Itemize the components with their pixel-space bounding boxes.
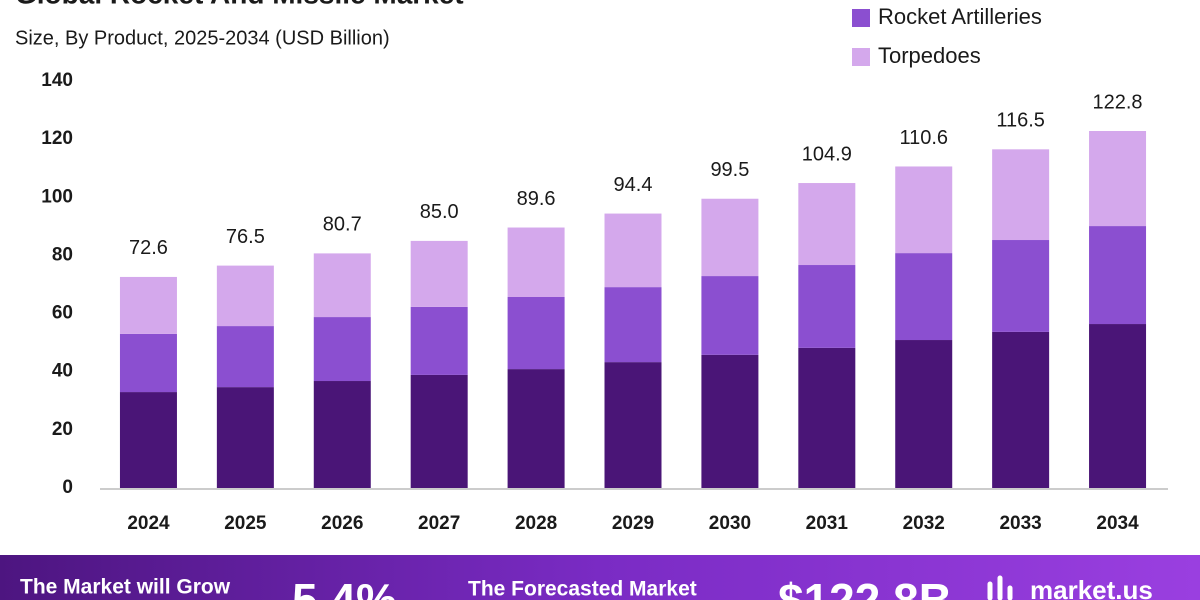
banner-value: $122.8B — [778, 574, 952, 600]
x-tick-label: 2029 — [612, 513, 654, 534]
bar-segment — [313, 317, 371, 382]
bar-segment — [410, 306, 468, 375]
bar-segment — [604, 362, 662, 488]
total-label: 89.6 — [517, 188, 556, 210]
bar-segment — [895, 166, 953, 254]
bar-segment — [313, 381, 371, 488]
y-tick-label: 80 — [52, 244, 73, 265]
bar-segment — [216, 326, 274, 388]
bar-segment — [216, 265, 274, 327]
bar-segment — [895, 340, 953, 488]
total-label: 116.5 — [996, 110, 1045, 132]
bar-segment — [701, 198, 759, 277]
bar-segment — [119, 276, 177, 334]
bar-segment — [701, 354, 759, 488]
legend-label: Torpedoes — [878, 43, 981, 68]
legend-swatch — [852, 9, 870, 27]
bar-segment — [410, 240, 468, 307]
x-tick-label: 2032 — [903, 513, 945, 534]
bar-segment — [507, 227, 565, 298]
legend-label: Rocket Artilleries — [878, 4, 1042, 29]
x-tick-label: 2034 — [1096, 513, 1139, 534]
bar-segment — [507, 369, 565, 488]
bar-segment — [701, 276, 759, 355]
y-tick-label: 100 — [41, 186, 73, 207]
bar-segment — [1089, 131, 1147, 227]
x-tick-label: 2027 — [418, 513, 460, 534]
bar-segment — [507, 297, 565, 370]
bar-segment — [992, 331, 1050, 488]
brand-logo — [987, 575, 1013, 600]
bar-segment — [992, 240, 1050, 332]
total-label: 104.9 — [802, 143, 852, 165]
total-label: 94.4 — [614, 174, 653, 196]
x-tick-label: 2026 — [321, 513, 363, 534]
y-tick-label: 140 — [41, 70, 73, 91]
x-tick-label: 2025 — [224, 513, 267, 534]
bar-segment — [798, 265, 856, 348]
banner-text: The Forecasted Market — [468, 578, 697, 600]
bar-segment — [798, 183, 856, 266]
bar-segment — [1089, 324, 1147, 488]
total-label: 72.6 — [129, 237, 168, 259]
bar-segment — [604, 287, 662, 363]
x-tick-label: 2024 — [127, 513, 170, 534]
total-label: 99.5 — [710, 159, 749, 181]
bar-segment — [216, 387, 274, 488]
bar-segment — [313, 253, 371, 318]
x-tick-label: 2028 — [515, 513, 557, 534]
brand: market.us — [1030, 575, 1153, 600]
x-tick-label: 2031 — [806, 513, 849, 534]
total-label: 122.8 — [1093, 91, 1143, 113]
bar-segment — [604, 213, 662, 288]
total-label: 85.0 — [420, 201, 459, 223]
y-tick-label: 40 — [52, 361, 73, 382]
bar-segment — [895, 253, 953, 341]
x-tick-label: 2030 — [709, 513, 751, 534]
bar-segment — [410, 374, 468, 488]
total-label: 110.6 — [899, 127, 948, 149]
chart-subtitle: Size, By Product, 2025-2034 (USD Billion… — [15, 27, 390, 49]
y-tick-label: 120 — [41, 128, 73, 149]
y-tick-label: 20 — [52, 419, 73, 440]
total-label: 80.7 — [323, 214, 362, 236]
banner-cagr: 5.4% — [292, 574, 397, 600]
bar-segment — [798, 347, 856, 488]
x-tick-label: 2033 — [999, 513, 1041, 534]
bar-segment — [992, 149, 1050, 241]
legend-swatch — [852, 48, 870, 66]
y-tick-label: 0 — [62, 477, 73, 498]
bar-segment — [1089, 226, 1147, 325]
bar-segment — [119, 392, 177, 488]
y-tick-label: 60 — [52, 303, 73, 324]
banner-text: The Market will Grow — [20, 576, 231, 599]
total-label: 76.5 — [226, 226, 265, 248]
chart-title: Global Rocket And Missile Market — [15, 0, 464, 9]
bar-segment — [119, 333, 177, 393]
